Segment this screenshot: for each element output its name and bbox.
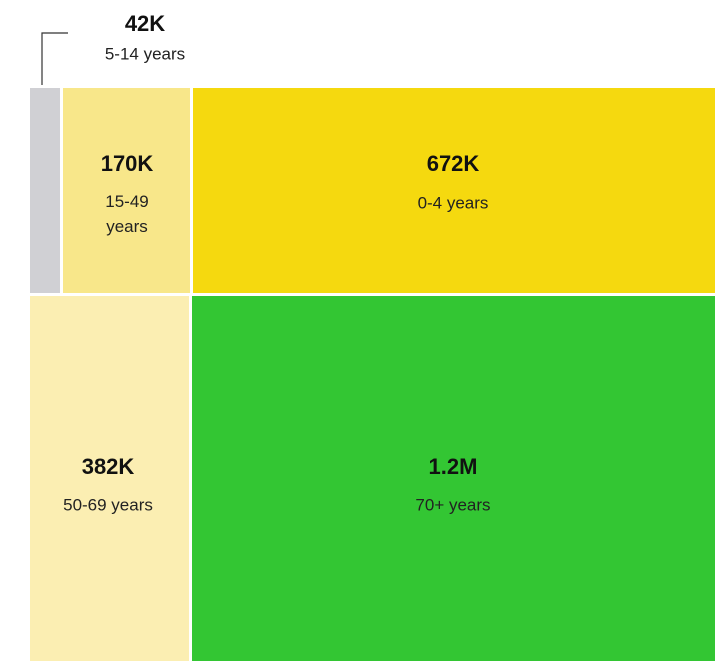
category-label: 0-4 years bbox=[418, 193, 489, 212]
tile bbox=[30, 296, 189, 661]
leader-line bbox=[41, 32, 68, 85]
value-label: 170K bbox=[101, 151, 154, 176]
category-label: 5-14 years bbox=[105, 44, 185, 63]
category-label: 50-69 years bbox=[63, 495, 153, 514]
tile bbox=[192, 296, 715, 661]
tile bbox=[30, 88, 60, 293]
value-label: 672K bbox=[427, 151, 480, 176]
tile bbox=[193, 88, 715, 293]
category-label: 15-49 years bbox=[105, 192, 148, 236]
tile bbox=[63, 88, 190, 293]
category-label: 70+ years bbox=[415, 495, 490, 514]
value-label: 42K bbox=[125, 11, 165, 36]
value-label: 382K bbox=[82, 454, 135, 479]
value-label: 1.2M bbox=[429, 454, 478, 479]
